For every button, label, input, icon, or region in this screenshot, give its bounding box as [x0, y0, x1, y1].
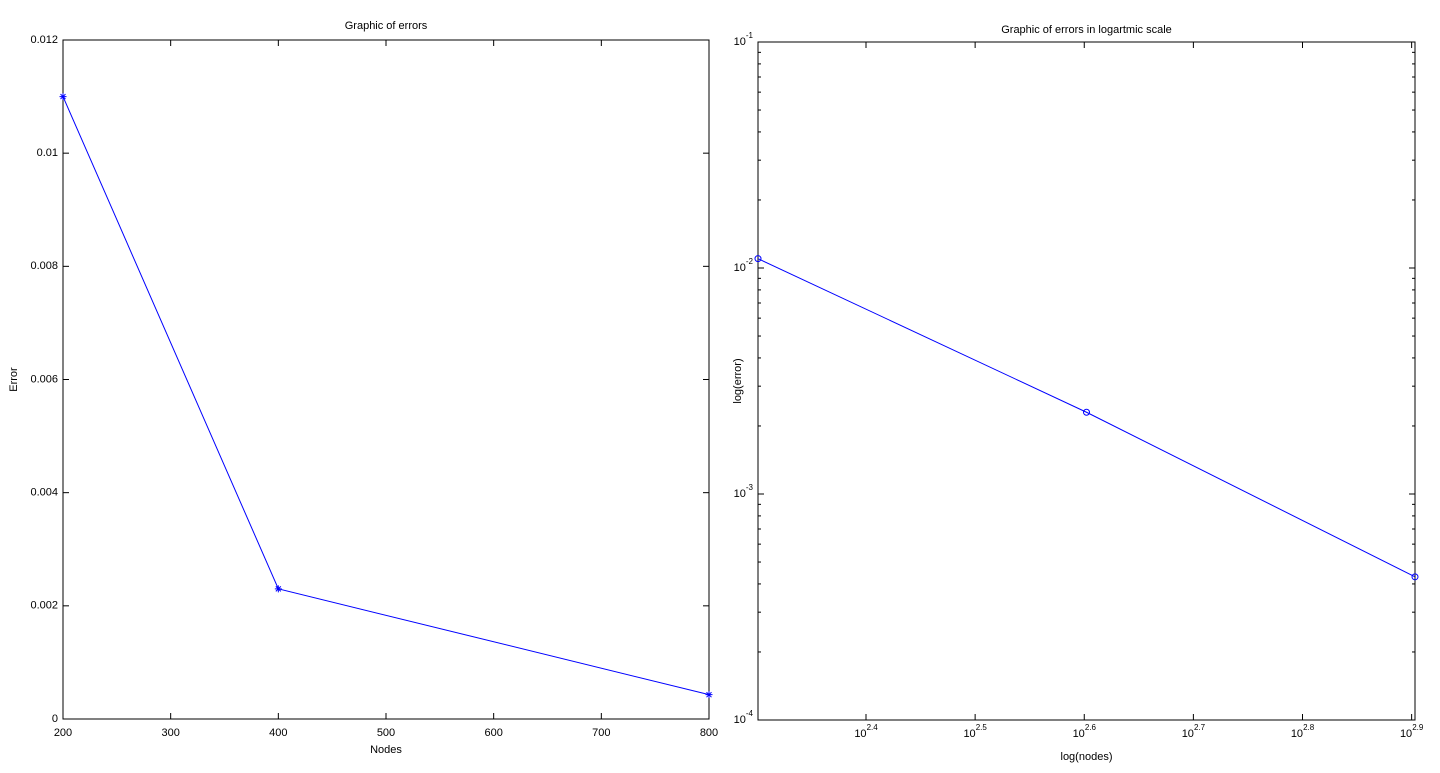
y-tick-label: 0.006: [30, 373, 58, 385]
y-tick-label: 10-4: [734, 709, 754, 726]
y-tick-label: 0.012: [30, 34, 58, 46]
x-tick-label: 400: [269, 727, 287, 739]
y-tick-label: 10-1: [734, 31, 754, 48]
y-tick-label: 0: [52, 713, 58, 725]
y-axis-label: log(error): [732, 358, 744, 403]
axes-box: [757, 41, 1416, 721]
x-tick-label: 102.8: [1291, 723, 1315, 740]
series-line: [757, 258, 1416, 578]
series-line: [62, 96, 710, 696]
marker: [1083, 408, 1090, 416]
x-tick-label: 600: [484, 727, 502, 739]
y-tick-label: 0.002: [30, 600, 58, 612]
x-axis-label: Nodes: [370, 744, 402, 756]
y-tick-label: 0.008: [30, 260, 58, 272]
y-tick-label: 10-3: [734, 483, 754, 500]
chart-title: Graphic of errors in logartmic scale: [1001, 24, 1172, 36]
marker: [274, 585, 282, 593]
x-tick-label: 102.7: [1182, 723, 1206, 740]
x-tick-label: 102.5: [963, 723, 987, 740]
marker: [1411, 573, 1419, 581]
x-tick-label: 200: [54, 727, 72, 739]
x-tick-label: 300: [161, 727, 179, 739]
y-tick-label: 10-2: [734, 257, 754, 274]
x-tick-label: 102.6: [1073, 723, 1097, 740]
marker: [754, 255, 762, 263]
y-tick-label: 0.004: [30, 487, 58, 499]
x-tick-label: 102.4: [854, 723, 878, 740]
chart-title: Graphic of errors: [345, 20, 428, 32]
x-tick-label: 102.9: [1400, 723, 1424, 740]
marker: [705, 691, 713, 699]
x-tick-label: 700: [592, 727, 610, 739]
marker: [59, 93, 67, 101]
y-tick-label: 0.01: [37, 147, 58, 159]
axes-box: [62, 39, 710, 720]
x-tick-label: 500: [377, 727, 395, 739]
x-tick-label: 800: [700, 727, 718, 739]
y-axis-label: Error: [8, 367, 20, 392]
x-axis-label: log(nodes): [1061, 751, 1113, 763]
